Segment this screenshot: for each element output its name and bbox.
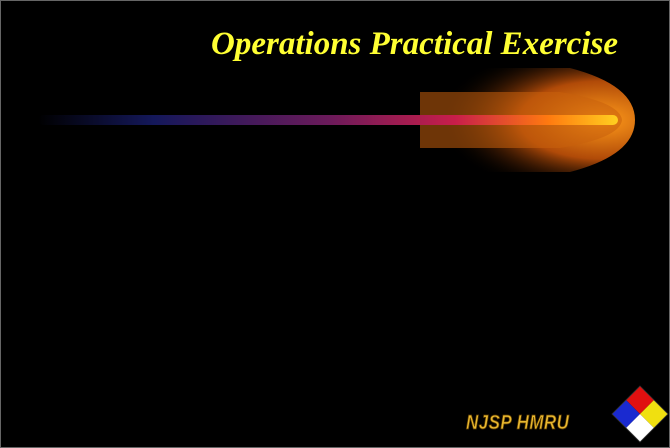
comet-tail <box>38 115 618 125</box>
decoration <box>0 0 670 448</box>
footer-logo-text: NJSP HMRU <box>466 412 569 435</box>
hazard-diamond <box>612 386 668 442</box>
slide-title: Operations Practical Exercise <box>0 26 618 63</box>
frame <box>1 1 670 448</box>
slide: Operations Practical Exercise NJSP HMRU <box>0 0 670 448</box>
